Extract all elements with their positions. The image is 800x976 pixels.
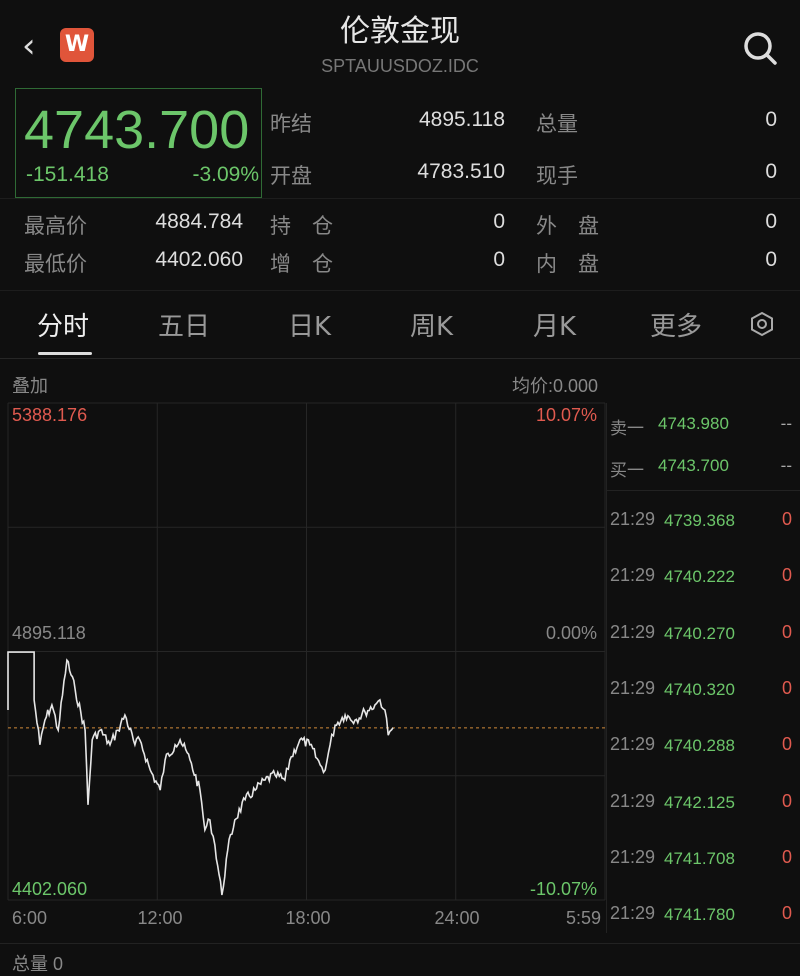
tick-price: 4741.780 <box>664 905 735 925</box>
tick-price: 4742.125 <box>664 792 735 812</box>
stat-value: 0 <box>493 248 505 271</box>
tab-2[interactable]: 日K <box>288 312 332 342</box>
stat-value: 4402.060 <box>155 248 243 271</box>
stat-value: 0 <box>765 160 777 183</box>
book-price: 4743.980 <box>658 414 729 433</box>
stat-value: 4895.118 <box>418 108 505 131</box>
price-change: -151.418 <box>26 163 109 186</box>
stat-value: 0 <box>765 108 777 131</box>
y-label-top: 5388.176 <box>12 405 87 425</box>
tab-1[interactable]: 五日 <box>158 312 211 342</box>
stat-label: 昨结 <box>270 112 312 136</box>
stat-label: 最高价 <box>24 214 87 238</box>
intraday-chart[interactable]: 5388.176 4895.118 4402.060 10.07% 0.00% -10.0… <box>0 395 606 940</box>
stat-label: 最低价 <box>24 252 87 276</box>
hexagon-settings-icon <box>751 311 773 337</box>
tick-price: 4740.288 <box>664 736 735 756</box>
last-price: 4743.700 <box>24 100 250 160</box>
tick-volume: 0 <box>781 509 792 529</box>
x-tick-label: 5:59 <box>566 908 601 928</box>
tick-price: 4741.708 <box>664 848 735 868</box>
search-icon <box>744 32 777 65</box>
overlay-button[interactable]: 叠加 <box>12 376 48 396</box>
symbol-code: SPTAUUSDOZ.IDC <box>321 56 479 76</box>
tick-volume: 0 <box>781 846 792 867</box>
chevron-left-icon: ‹ <box>22 26 36 66</box>
tab-5[interactable]: 更多 <box>650 312 703 342</box>
y-label-mid: 4895.118 <box>12 623 86 643</box>
tick-time: 21:29 <box>610 903 656 924</box>
tick-price: 4739.368 <box>664 511 735 530</box>
stat-label: 持 仓 <box>270 214 333 238</box>
app-logo[interactable]: W <box>60 28 94 62</box>
tick-time: 21:29 <box>610 565 656 586</box>
search-button[interactable] <box>740 28 780 72</box>
book-volume: -- <box>780 456 792 475</box>
tick-volume: 0 <box>781 903 792 924</box>
stat-label: 总量 <box>536 112 578 136</box>
active-tab-indicator <box>38 352 92 355</box>
back-button[interactable]: ‹ <box>22 26 36 66</box>
tick-time: 21:29 <box>610 621 656 642</box>
stat-value: 4884.784 <box>155 210 243 233</box>
tab-0[interactable]: 分时 <box>37 312 90 342</box>
tick-volume: 0 <box>781 734 792 755</box>
pct-label-mid: 0.00% <box>546 623 597 643</box>
tick-price: 4740.222 <box>664 567 735 587</box>
stat-label: 外 盘 <box>536 214 599 238</box>
price-box: 4743.700 -151.418 -3.09% <box>15 88 262 198</box>
stat-value: 4783.510 <box>417 160 505 183</box>
tick-time: 21:29 <box>610 734 656 755</box>
stat-value: 0 <box>493 210 505 233</box>
tick-volume: 0 <box>781 677 792 698</box>
book-label: 买一 <box>610 461 644 480</box>
x-tick-label: 6:00 <box>12 908 47 928</box>
footer-volume: 总量 0 <box>12 954 64 974</box>
tick-time: 21:29 <box>610 846 656 867</box>
stat-label: 内 盘 <box>536 252 599 276</box>
price-change-pct: -3.09% <box>192 163 259 186</box>
book-volume: -- <box>780 414 792 433</box>
tick-volume: 0 <box>781 790 792 811</box>
stat-label: 开盘 <box>270 164 312 188</box>
stat-value: 0 <box>765 248 777 271</box>
pct-label-top: 10.07% <box>536 405 597 425</box>
tick-volume: 0 <box>781 621 792 642</box>
page-title: 伦敦金现 <box>340 14 460 49</box>
stat-value: 0 <box>765 210 777 233</box>
book-price: 4743.700 <box>658 456 729 475</box>
x-tick-label: 12:00 <box>137 908 182 928</box>
tick-time: 21:29 <box>610 509 656 529</box>
price-line <box>7 651 394 896</box>
y-label-bottom: 4402.060 <box>12 879 87 899</box>
tick-time: 21:29 <box>610 790 656 811</box>
stat-label: 现手 <box>536 164 578 188</box>
book-label: 卖一 <box>610 419 644 438</box>
avg-price: 均价:0.000 <box>511 376 598 396</box>
tick-price: 4740.270 <box>664 623 735 643</box>
tick-price: 4740.320 <box>664 679 735 699</box>
tick-volume: 0 <box>781 565 792 586</box>
settings-button[interactable] <box>748 310 776 342</box>
tab-3[interactable]: 周K <box>410 312 454 342</box>
pct-label-bottom: -10.07% <box>530 879 597 899</box>
tick-time: 21:29 <box>610 677 656 698</box>
x-tick-label: 24:00 <box>434 908 479 928</box>
stat-label: 增 仓 <box>270 252 333 276</box>
x-tick-label: 18:00 <box>285 908 330 928</box>
tab-4[interactable]: 月K <box>533 312 577 342</box>
